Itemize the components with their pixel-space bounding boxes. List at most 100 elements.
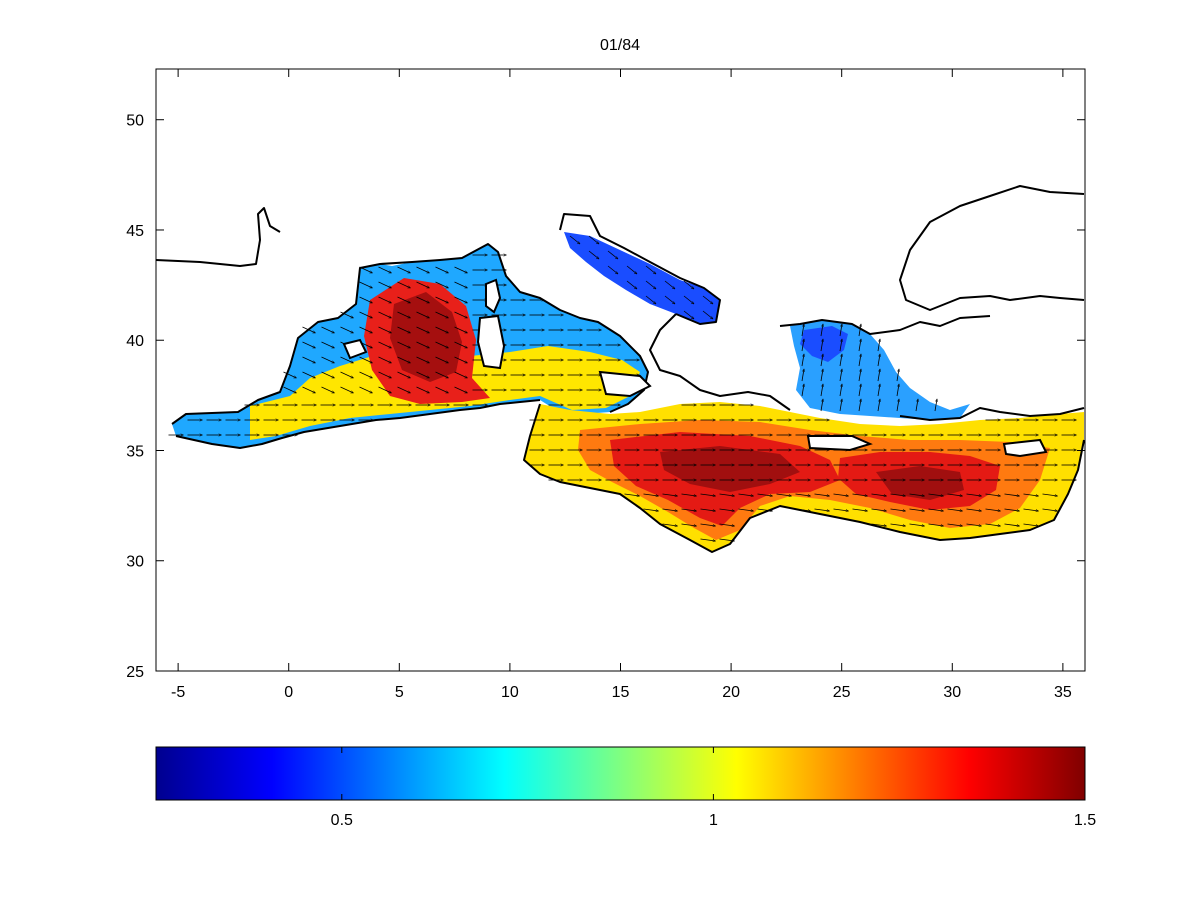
current-arrow bbox=[839, 384, 842, 397]
current-arrow bbox=[397, 356, 411, 364]
current-arrow bbox=[435, 371, 449, 379]
islands bbox=[342, 278, 1048, 458]
current-arrow bbox=[321, 356, 335, 364]
eastern-basin-core-east bbox=[876, 466, 964, 500]
current-arrow bbox=[416, 386, 430, 394]
current-arrow bbox=[359, 326, 373, 334]
current-arrow bbox=[877, 354, 880, 367]
x-tick-label: 15 bbox=[612, 684, 630, 701]
balearic-island bbox=[342, 338, 368, 360]
current-arrow bbox=[664, 280, 675, 289]
coastline bbox=[156, 185, 1085, 553]
sicily-island bbox=[598, 370, 652, 398]
current-arrow bbox=[839, 339, 842, 352]
current-arrow bbox=[795, 493, 811, 496]
current-arrow bbox=[435, 266, 449, 274]
x-tick-label: 35 bbox=[1054, 684, 1072, 701]
current-arrow bbox=[820, 354, 823, 367]
current-arrow bbox=[435, 311, 449, 319]
current-arrow bbox=[1023, 493, 1039, 496]
colorbar bbox=[155, 746, 1086, 801]
current-arrow bbox=[283, 371, 297, 379]
current-arrow bbox=[359, 311, 373, 319]
current-arrow bbox=[454, 311, 468, 319]
current-arrow bbox=[985, 523, 1001, 526]
current-arrow bbox=[719, 493, 735, 496]
current-arrow bbox=[928, 508, 944, 511]
current-arrow bbox=[858, 339, 861, 352]
current-arrow bbox=[662, 493, 678, 496]
current-arrow bbox=[643, 508, 659, 511]
current-arrow bbox=[340, 311, 354, 319]
current-arrow bbox=[801, 369, 804, 382]
current-arrow bbox=[378, 296, 392, 304]
current-arrow bbox=[947, 508, 963, 511]
current-arrow bbox=[378, 356, 392, 364]
current-arrow bbox=[397, 281, 411, 289]
current-arrow bbox=[877, 369, 880, 382]
current-arrow bbox=[1042, 508, 1058, 511]
adriatic-field bbox=[564, 232, 720, 324]
current-arrow bbox=[833, 508, 849, 511]
current-arrow bbox=[378, 311, 392, 319]
current-arrow bbox=[947, 493, 963, 496]
current-arrow bbox=[702, 295, 713, 304]
current-arrow bbox=[435, 341, 449, 349]
current-arrow bbox=[378, 341, 392, 349]
current-arrow bbox=[681, 493, 697, 496]
current-arrow bbox=[858, 384, 861, 397]
current-arrow bbox=[801, 324, 804, 337]
current-arrow bbox=[801, 354, 804, 367]
current-arrow bbox=[378, 266, 392, 274]
current-arrow bbox=[662, 508, 678, 511]
current-arrow bbox=[820, 339, 823, 352]
current-arrow bbox=[397, 386, 411, 394]
current-arrow bbox=[833, 493, 849, 496]
current-arrow bbox=[588, 235, 599, 244]
current-arrow bbox=[877, 399, 880, 412]
current-arrow bbox=[858, 354, 861, 367]
current-arrow bbox=[719, 508, 735, 511]
current-arrow bbox=[454, 341, 468, 349]
current-arrow bbox=[909, 508, 925, 511]
current-arrow bbox=[909, 523, 925, 526]
current-arrow bbox=[454, 356, 468, 364]
current-arrow bbox=[683, 310, 694, 319]
current-arrow bbox=[645, 280, 656, 289]
y-tick-label: 25 bbox=[126, 664, 144, 681]
current-arrow bbox=[934, 399, 937, 412]
current-arrow bbox=[416, 341, 430, 349]
current-arrow bbox=[435, 326, 449, 334]
western-basin-core bbox=[390, 292, 462, 382]
current-arrow bbox=[569, 235, 580, 244]
current-arrow bbox=[702, 310, 713, 319]
current-arrow bbox=[1004, 523, 1020, 526]
current-arrow bbox=[700, 508, 716, 511]
current-arrow bbox=[814, 493, 830, 496]
current-arrow bbox=[985, 493, 1001, 496]
current-arrow bbox=[397, 371, 411, 379]
current-arrow bbox=[321, 386, 335, 394]
current-arrow bbox=[776, 493, 792, 496]
current-arrow bbox=[877, 384, 880, 397]
current-arrow bbox=[340, 386, 354, 394]
current-arrow bbox=[340, 356, 354, 364]
current-arrow bbox=[416, 311, 430, 319]
current-arrow bbox=[896, 384, 899, 397]
current-arrow bbox=[626, 280, 637, 289]
colorbar-ticks: 0.5 1 1.5 bbox=[331, 747, 1096, 829]
x-tick-label: 0 bbox=[284, 684, 293, 701]
current-arrow bbox=[871, 508, 887, 511]
current-arrow bbox=[852, 508, 868, 511]
current-arrow bbox=[820, 369, 823, 382]
current-arrow bbox=[719, 523, 735, 526]
current-arrow bbox=[645, 295, 656, 304]
current-arrow bbox=[700, 493, 716, 496]
current-arrow bbox=[283, 386, 297, 394]
current-arrow bbox=[915, 399, 918, 412]
current-arrow bbox=[454, 266, 468, 274]
current-arrow bbox=[378, 281, 392, 289]
current-arrow bbox=[588, 250, 599, 259]
current-arrow bbox=[820, 399, 823, 412]
current-arrow bbox=[435, 281, 449, 289]
